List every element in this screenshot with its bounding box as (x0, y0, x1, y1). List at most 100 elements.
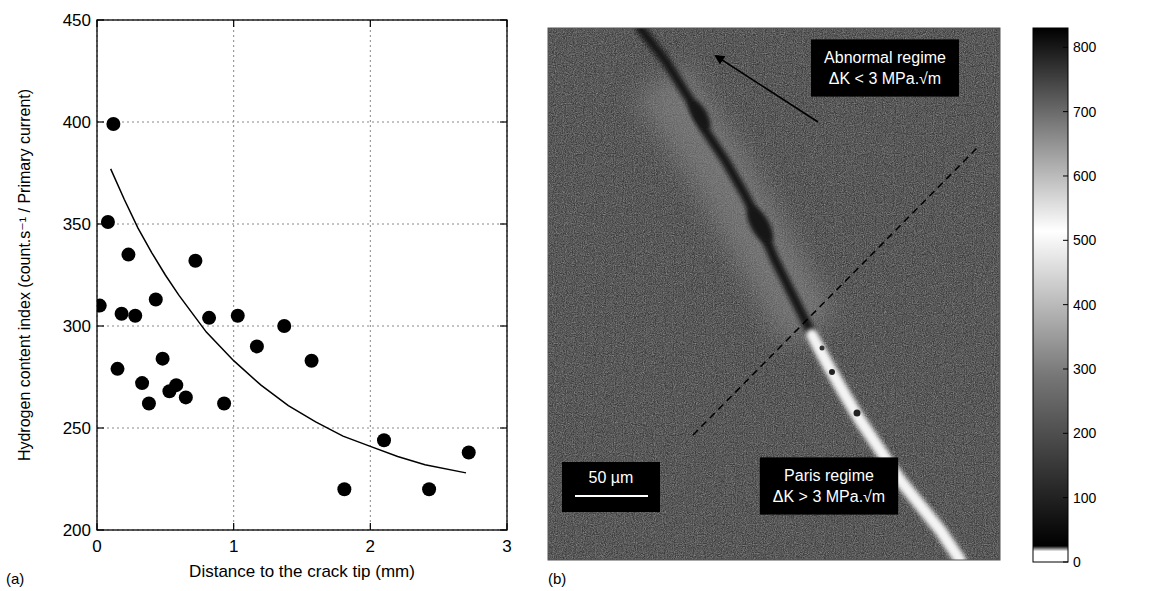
tick-label-x: 3 (502, 537, 511, 556)
tick-y-right (500, 121, 507, 122)
x-axis-title: Distance to the crack tip (mm) (189, 562, 415, 581)
tick-x-top (370, 20, 371, 27)
scatter-point (115, 307, 129, 321)
panel-b: Abnormal regime ΔK < 3 MPa.√m Paris regime… (548, 28, 1097, 587)
tick-y-right (500, 427, 507, 428)
tick-label-y: 250 (63, 419, 91, 438)
crack-pit (820, 346, 825, 351)
image-background (548, 28, 1000, 560)
grid-line-y (97, 326, 507, 327)
scatter-point (97, 299, 107, 313)
grid-line-y (97, 224, 507, 225)
figure: 0 1 2 3 200 250 300 350 400 450 Distance to the cr… (0, 0, 1152, 591)
scale-bar: 50 µm (562, 462, 660, 512)
grid-line-y (97, 122, 507, 123)
annotation-text: ΔK > 3 MPa.√m (773, 488, 885, 505)
scatter-point (202, 311, 216, 325)
crack-dark (640, 28, 815, 340)
annotation-box (760, 457, 898, 514)
tick-y (97, 325, 104, 326)
colorbar-tick (1063, 240, 1068, 241)
regime-boundary (693, 145, 980, 435)
scatter-point (231, 309, 245, 323)
panel-label: (a) (6, 570, 24, 587)
tick-label-x: 1 (229, 537, 238, 556)
tick-label-y: 400 (63, 113, 91, 132)
direction-arrow (716, 56, 818, 122)
plot-frame (97, 20, 507, 530)
scatter-point (128, 309, 142, 323)
scatter-point (250, 339, 264, 353)
scatter-point (305, 354, 319, 368)
scatter-point (337, 482, 351, 496)
colorbar-tick (1063, 175, 1068, 176)
tick-label-y: 300 (63, 317, 91, 336)
tick-y (97, 121, 104, 122)
scatter-point (277, 319, 291, 333)
panel-label: (b) (548, 570, 566, 587)
panel-a: 0123200250300350400450Distance to the cr… (6, 11, 512, 587)
colorbar-scale (1033, 28, 1068, 562)
scale-bar-box (562, 462, 660, 512)
colorbar: 0 100 200 300 400 500 600 700 800 (1033, 28, 1097, 570)
annotation-text: Abnormal regime (824, 49, 946, 66)
tick-label-x: 0 (92, 537, 101, 556)
colorbar-tick-label: 300 (1073, 361, 1097, 377)
scatter-point (377, 433, 391, 447)
tick-x-top (233, 20, 234, 27)
scatter-point (101, 215, 115, 229)
colorbar-tick (1063, 47, 1068, 48)
micrograph (548, 28, 1000, 560)
scale-bar-line (575, 495, 648, 497)
scatter-point (142, 397, 156, 411)
colorbar-tick-label: 0 (1073, 554, 1081, 570)
tick-y-right (500, 325, 507, 326)
tick-y (97, 427, 104, 428)
colorbar-tick (1063, 368, 1068, 369)
tick-label-y: 450 (63, 11, 91, 30)
tick-x (370, 523, 371, 530)
scatter-point (149, 292, 163, 306)
colorbar-tick-label: 700 (1073, 104, 1097, 120)
colorbar-tick-label: 100 (1073, 490, 1097, 506)
y-axis-title: Hydrogen content index (count.s⁻¹ / Prim… (16, 89, 33, 461)
scatter-point (462, 445, 476, 459)
crack-bright (812, 335, 960, 560)
annotation: Abnormal regime ΔK < 3 MPa.√m (811, 39, 959, 96)
colorbar-tick-label: 500 (1073, 232, 1097, 248)
tick-y-right (500, 223, 507, 224)
scatter-point (135, 376, 149, 390)
scatter-point (422, 482, 436, 496)
grid-line-y (97, 428, 507, 429)
scatter-point (121, 248, 135, 262)
plot-background (97, 20, 507, 530)
tick-x (233, 523, 234, 530)
colorbar-tick (1063, 562, 1068, 563)
annotation-text: ΔK < 3 MPa.√m (829, 70, 941, 87)
scatter-point (156, 352, 170, 366)
crack-void (742, 203, 778, 247)
scatter-point (169, 378, 183, 392)
scale-bar-text: 50 µm (589, 469, 634, 486)
marks (97, 117, 476, 496)
colorbar-tick-label: 200 (1073, 425, 1097, 441)
colorbar-tick-label: 800 (1073, 39, 1097, 55)
scatter-point (217, 397, 231, 411)
annotation-box (811, 39, 959, 96)
colorbar-tick-label: 400 (1073, 297, 1097, 313)
scatter-point (111, 362, 125, 376)
scatter-point (188, 254, 202, 268)
scatter-point (179, 390, 193, 404)
image-noise (548, 28, 1000, 560)
tick-label-y: 350 (63, 215, 91, 234)
image-frame (548, 28, 1000, 560)
colorbar-tick (1063, 497, 1068, 498)
scatter-point (106, 117, 120, 131)
crack-pit (854, 410, 861, 417)
crack-pit (829, 369, 835, 375)
tick-label-x: 2 (366, 537, 375, 556)
colorbar-tick-label: 600 (1073, 168, 1097, 184)
crack-void (686, 98, 714, 133)
annotation: Paris regime ΔK > 3 MPa.√m (760, 457, 898, 514)
annotation-text: Paris regime (784, 467, 874, 484)
